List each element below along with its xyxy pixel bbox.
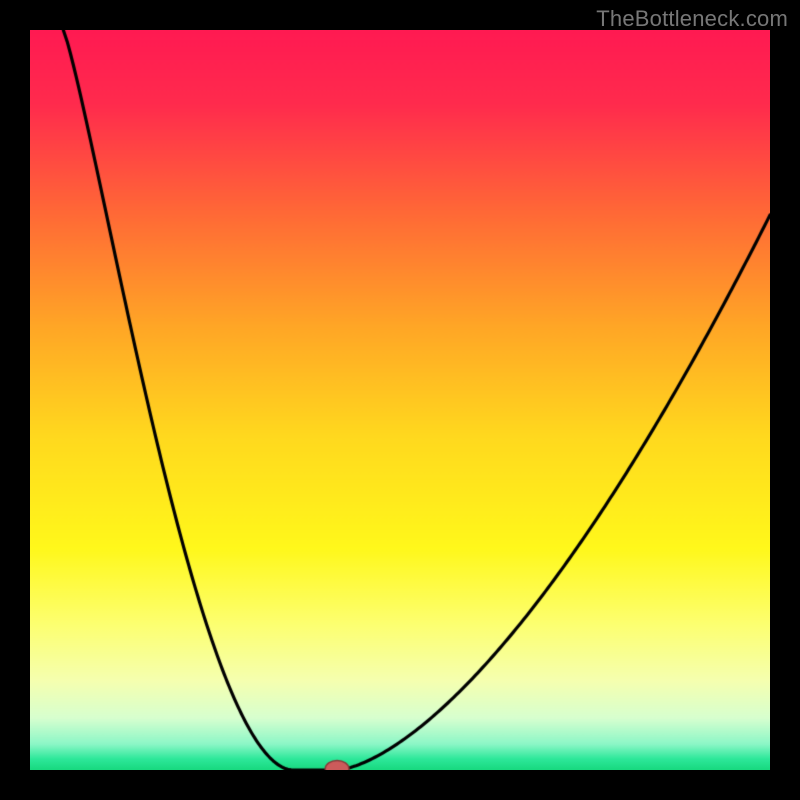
chart-frame: TheBottleneck.com	[0, 0, 800, 800]
plot-area	[30, 30, 770, 770]
watermark-text: TheBottleneck.com	[596, 6, 788, 32]
bottleneck-chart-canvas	[30, 30, 770, 770]
